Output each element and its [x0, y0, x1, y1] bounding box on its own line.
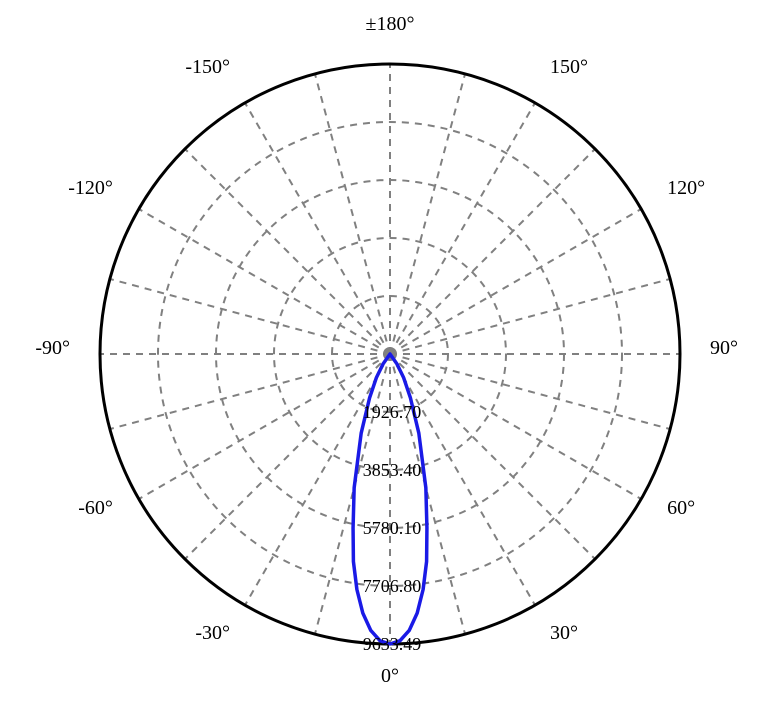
radial-label: 3853.40 — [363, 460, 422, 480]
angle-label: 0° — [381, 665, 399, 687]
radial-label: 5780.10 — [363, 518, 422, 538]
angle-label: -150° — [185, 56, 230, 78]
polar-svg: 1926.70 3853.40 5780.10 7706.80 9633.49 0° 30°… — [0, 0, 781, 715]
angle-label: -60° — [78, 497, 113, 519]
angle-label: 90° — [710, 337, 738, 359]
angle-label: 60° — [667, 497, 695, 519]
angle-label: -30° — [195, 622, 230, 644]
angle-label: 120° — [667, 177, 705, 199]
angle-label: 30° — [550, 622, 578, 644]
angle-label: ±180° — [366, 13, 415, 35]
angle-label: -90° — [35, 337, 70, 359]
polar-chart: 1926.70 3853.40 5780.10 7706.80 9633.49 0° 30°… — [0, 0, 781, 715]
angle-label: 150° — [550, 56, 588, 78]
angle-label: -120° — [68, 177, 113, 199]
radial-label: 9633.49 — [363, 634, 422, 654]
radial-label: 7706.80 — [363, 576, 422, 596]
radial-label: 1926.70 — [363, 402, 422, 422]
